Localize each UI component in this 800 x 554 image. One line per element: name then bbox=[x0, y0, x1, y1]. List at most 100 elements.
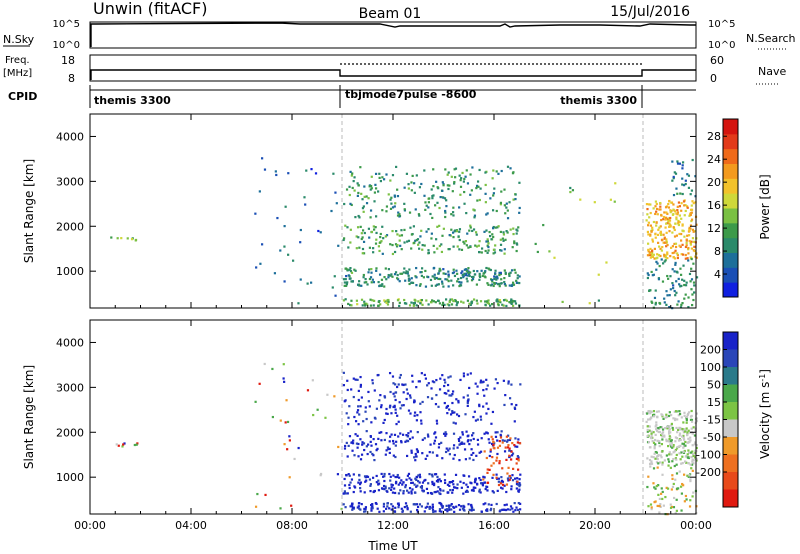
power-point bbox=[373, 228, 376, 231]
power-point bbox=[681, 302, 684, 305]
velocity-point bbox=[396, 475, 399, 479]
power-point bbox=[689, 243, 692, 246]
power-point bbox=[506, 217, 510, 220]
power-point bbox=[447, 275, 450, 278]
power-point bbox=[502, 299, 506, 302]
velocity-point bbox=[446, 383, 450, 387]
velocity-point bbox=[665, 439, 668, 443]
velocity-point bbox=[443, 401, 446, 405]
velocity-point bbox=[461, 433, 464, 436]
velocity-point bbox=[464, 413, 467, 416]
power-point bbox=[516, 243, 519, 246]
velocity-point bbox=[419, 402, 422, 405]
power-point bbox=[406, 272, 409, 275]
power-colorbar-label: Power [dB] bbox=[758, 174, 772, 239]
power-point bbox=[457, 277, 460, 281]
power-point bbox=[654, 236, 657, 239]
velocity-point bbox=[319, 472, 323, 476]
power-point bbox=[651, 238, 654, 241]
power-point bbox=[359, 225, 362, 228]
velocity-point bbox=[136, 442, 139, 445]
velocity-point bbox=[678, 470, 681, 473]
power-point bbox=[674, 261, 677, 265]
velocity-point bbox=[469, 439, 472, 442]
power-point bbox=[260, 243, 264, 246]
velocity-point bbox=[419, 476, 422, 479]
velocity-point bbox=[676, 431, 679, 434]
power-point bbox=[654, 212, 657, 216]
velocity-point bbox=[661, 463, 664, 466]
velocity-point bbox=[399, 489, 402, 492]
power-point bbox=[658, 208, 661, 211]
power-point bbox=[350, 299, 353, 302]
power-point bbox=[675, 291, 678, 294]
velocity-point bbox=[645, 420, 648, 423]
velocity-point bbox=[344, 399, 347, 402]
velocity-point bbox=[383, 488, 386, 491]
velocity-point bbox=[680, 435, 684, 438]
velocity-point bbox=[507, 466, 510, 469]
power-ytick-label: 1000 bbox=[56, 265, 84, 278]
velocity-point bbox=[352, 507, 356, 510]
power-point bbox=[469, 245, 472, 249]
velocity-point bbox=[656, 429, 659, 432]
velocity-point bbox=[452, 432, 456, 435]
power-point bbox=[496, 277, 499, 280]
power-point bbox=[350, 203, 353, 207]
power-point bbox=[687, 248, 690, 251]
power-point bbox=[463, 202, 466, 205]
velocity-point bbox=[460, 441, 464, 444]
velocity-point bbox=[647, 410, 650, 413]
power-point bbox=[460, 281, 463, 284]
velocity-point bbox=[479, 491, 482, 494]
power-point bbox=[393, 205, 396, 208]
velocity-point bbox=[384, 453, 387, 456]
velocity-point bbox=[394, 475, 397, 479]
velocity-point bbox=[438, 510, 441, 513]
power-point bbox=[666, 274, 669, 278]
velocity-point bbox=[414, 477, 417, 480]
power-point bbox=[410, 189, 413, 192]
velocity-point bbox=[386, 490, 389, 493]
velocity-point bbox=[662, 417, 665, 420]
velocity-point bbox=[416, 431, 419, 434]
power-point bbox=[427, 228, 430, 231]
velocity-point bbox=[457, 503, 461, 507]
velocity-point bbox=[423, 373, 426, 377]
velocity-point bbox=[441, 457, 444, 460]
power-point bbox=[363, 195, 366, 198]
power-point bbox=[435, 180, 438, 183]
power-point bbox=[405, 302, 408, 305]
power-point bbox=[344, 267, 348, 270]
power-point bbox=[689, 241, 692, 245]
power-point bbox=[462, 180, 465, 183]
velocity-point bbox=[397, 492, 401, 495]
velocity-point bbox=[463, 448, 467, 451]
velocity-point bbox=[372, 476, 375, 479]
cpid-segment-1: themis 3300 bbox=[94, 94, 171, 107]
velocity-point bbox=[445, 432, 448, 436]
velocity-point bbox=[402, 383, 405, 387]
power-point bbox=[456, 245, 459, 248]
power-point bbox=[654, 301, 657, 304]
power-point bbox=[436, 283, 439, 286]
velocity-point bbox=[511, 442, 514, 445]
power-point bbox=[491, 177, 494, 180]
power-point bbox=[655, 202, 658, 206]
velocity-point bbox=[408, 477, 411, 480]
velocity-point bbox=[398, 476, 401, 479]
velocity-point bbox=[692, 454, 695, 458]
power-point bbox=[439, 277, 442, 281]
velocity-point bbox=[423, 479, 426, 482]
velocity-point bbox=[374, 443, 378, 446]
velocity-point bbox=[359, 405, 362, 408]
power-point bbox=[679, 273, 683, 276]
velocity-point bbox=[671, 446, 674, 449]
velocity-point bbox=[454, 473, 458, 476]
velocity-point bbox=[672, 443, 675, 447]
power-point bbox=[680, 209, 683, 212]
velocity-point bbox=[346, 379, 349, 382]
velocity-point bbox=[646, 425, 649, 428]
power-point bbox=[613, 200, 616, 203]
power-point bbox=[669, 216, 672, 220]
